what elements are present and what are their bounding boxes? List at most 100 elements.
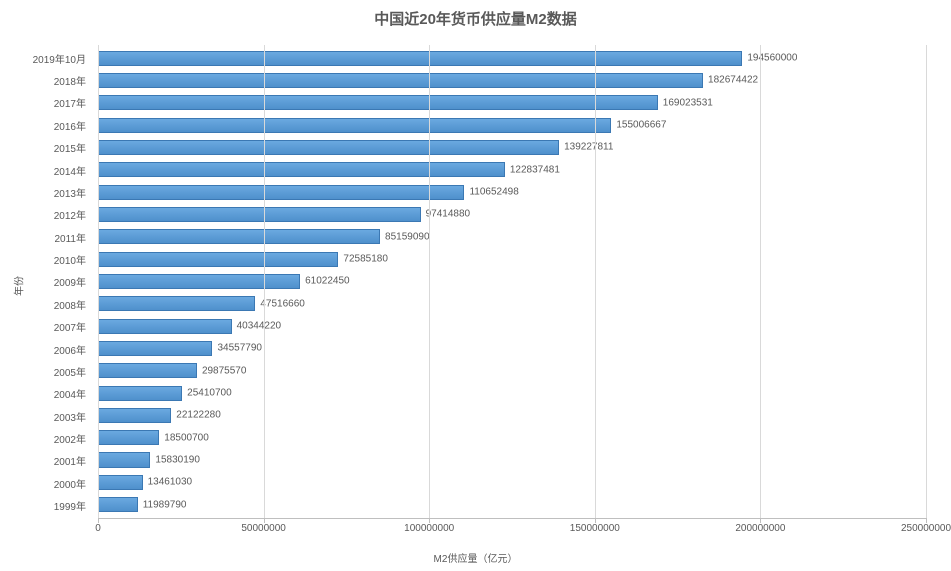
bar-row: 155006667: [98, 114, 926, 136]
bar: 13461030: [98, 475, 143, 490]
bar: 22122280: [98, 408, 171, 423]
bar-value-label: 72585180: [343, 254, 388, 265]
bar: 122837481: [98, 162, 505, 177]
gridline: [264, 45, 265, 518]
gridline: [429, 45, 430, 518]
y-tick-label: 2016年: [0, 114, 92, 136]
bar-value-label: 155006667: [616, 120, 666, 131]
gridline: [926, 45, 927, 518]
bar-value-label: 139227811: [564, 142, 613, 153]
bar-row: 13461030: [98, 471, 926, 493]
gridline: [98, 45, 99, 518]
y-tick-label: 2014年: [0, 159, 92, 181]
x-axis-labels: 0500000001000000001500000002000000002500…: [98, 523, 926, 537]
bar-row: 85159090: [98, 226, 926, 248]
bar-value-label: 47516660: [260, 298, 305, 309]
bar-row: 122837481: [98, 159, 926, 181]
y-tick-label: 2012年: [0, 204, 92, 226]
bar-row: 110652498: [98, 181, 926, 203]
y-tick-label: 2004年: [0, 383, 92, 405]
bar-row: 97414880: [98, 203, 926, 225]
bar-value-label: 122837481: [510, 164, 560, 175]
gridline: [760, 45, 761, 518]
bar-row: 11989790: [98, 494, 926, 516]
bar-value-label: 34557790: [217, 343, 262, 354]
y-tick-label: 2009年: [0, 271, 92, 293]
chart-bars: 1945600001826744221690235311550066671392…: [98, 45, 926, 518]
bar-row: 47516660: [98, 293, 926, 315]
bar-value-label: 11989790: [143, 499, 187, 510]
y-axis-labels: 2019年10月2018年2017年2016年2015年2014年2013年20…: [0, 45, 92, 519]
bar-value-label: 40344220: [237, 321, 282, 332]
bar: 18500700: [98, 430, 159, 445]
bar-row: 72585180: [98, 248, 926, 270]
bar-row: 25410700: [98, 382, 926, 404]
bar: 29875570: [98, 363, 197, 378]
y-tick-label: 2010年: [0, 248, 92, 270]
gridline: [595, 45, 596, 518]
bar: 85159090: [98, 229, 380, 244]
bar-row: 29875570: [98, 360, 926, 382]
bar: 72585180: [98, 252, 338, 267]
chart-title: 中国近20年货币供应量M2数据: [0, 0, 951, 29]
bar: 97414880: [98, 207, 421, 222]
bar-value-label: 15830190: [155, 455, 200, 466]
bar-value-label: 22122280: [176, 410, 221, 421]
bar-row: 139227811: [98, 136, 926, 158]
y-tick-label: 1999年: [0, 495, 92, 517]
bar-row: 182674422: [98, 69, 926, 91]
x-tick-label: 100000000: [404, 523, 454, 534]
bar-value-label: 169023531: [663, 97, 713, 108]
bar: 139227811: [98, 140, 559, 155]
bar: 47516660: [98, 296, 255, 311]
m2-chart: 中国近20年货币供应量M2数据 年份 2019年10月2018年2017年201…: [0, 0, 951, 571]
y-tick-label: 2007年: [0, 316, 92, 338]
bar-value-label: 182674422: [708, 75, 758, 86]
bar-row: 34557790: [98, 337, 926, 359]
y-tick-label: 2015年: [0, 137, 92, 159]
bar-value-label: 61022450: [305, 276, 350, 287]
x-tick-label: 50000000: [241, 523, 286, 534]
bar: 110652498: [98, 185, 464, 200]
y-tick-label: 2011年: [0, 226, 92, 248]
bar: 15830190: [98, 452, 150, 467]
bar: 61022450: [98, 274, 300, 289]
bar-value-label: 97414880: [426, 209, 471, 220]
bar: 40344220: [98, 319, 232, 334]
bar: 25410700: [98, 386, 182, 401]
x-tick-label: 200000000: [735, 523, 785, 534]
bar-row: 40344220: [98, 315, 926, 337]
bar: 155006667: [98, 118, 611, 133]
bar-row: 15830190: [98, 449, 926, 471]
y-tick-label: 2018年: [0, 69, 92, 91]
bar-row: 169023531: [98, 92, 926, 114]
bar-value-label: 18500700: [164, 432, 209, 443]
y-tick-label: 2001年: [0, 450, 92, 472]
x-axis-title: M2供应量（亿元）: [434, 550, 518, 565]
x-tick-label: 250000000: [901, 523, 951, 534]
y-tick-label: 2017年: [0, 92, 92, 114]
bar-row: 22122280: [98, 404, 926, 426]
y-tick-label: 2005年: [0, 360, 92, 382]
x-tick-label: 150000000: [570, 523, 620, 534]
y-tick-label: 2019年10月: [0, 47, 92, 69]
x-tick-label: 0: [95, 523, 101, 534]
bar: 169023531: [98, 95, 658, 110]
bar: 194560000: [98, 51, 742, 66]
bar: 182674422: [98, 73, 703, 88]
bar: 11989790: [98, 497, 138, 512]
bar-row: 61022450: [98, 270, 926, 292]
bar-value-label: 25410700: [187, 388, 232, 399]
bar-value-label: 29875570: [202, 365, 247, 376]
plot-area: 1945600001826744221690235311550066671392…: [98, 45, 926, 519]
bar-value-label: 85159090: [385, 231, 430, 242]
bar-value-label: 110652498: [469, 187, 518, 198]
y-tick-label: 2002年: [0, 427, 92, 449]
y-tick-label: 2006年: [0, 338, 92, 360]
bar-row: 194560000: [98, 47, 926, 69]
bar-value-label: 194560000: [747, 53, 797, 64]
y-tick-label: 2008年: [0, 293, 92, 315]
y-tick-label: 2000年: [0, 472, 92, 494]
y-tick-label: 2003年: [0, 405, 92, 427]
bar: 34557790: [98, 341, 212, 356]
